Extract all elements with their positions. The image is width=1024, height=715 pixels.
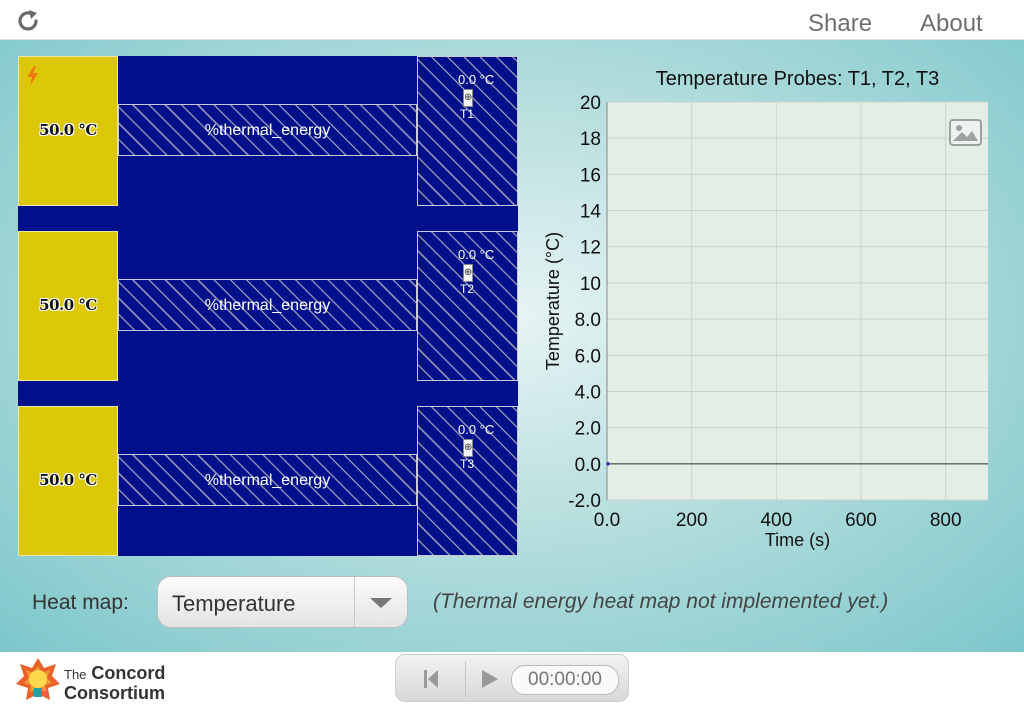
probe-t3-reading: 0.0 °C: [458, 422, 495, 437]
y-tick-label: 4.0: [575, 382, 601, 403]
y-tick-label: -2.0: [568, 491, 601, 512]
heater-2: 50.0 °C: [18, 231, 118, 381]
x-tick-label: 600: [845, 510, 877, 531]
rod-1-label: %thermal_energy: [204, 122, 331, 139]
y-tick-label: 18: [580, 129, 601, 150]
heater-2-temperature: 50.0 °C: [39, 296, 97, 314]
heatmap-note: (Thermal energy heat map not implemented…: [433, 590, 888, 614]
heatmap-note-text: (Thermal energy heat map not implemented…: [433, 590, 889, 613]
rod-1: %thermal_energy: [118, 104, 417, 156]
y-tick-label: 20: [580, 93, 601, 114]
heater-3-temperature: 50.0 °C: [39, 471, 97, 489]
heater-3: 50.0 °C: [18, 406, 118, 556]
probe-t1-reading: 0.0 °C: [458, 72, 495, 87]
block-3: 0.0 °C ⊕ T3: [417, 406, 518, 556]
block-1: 0.0 °C ⊕ T1: [417, 56, 518, 206]
reset-button[interactable]: [416, 666, 446, 692]
y-tick-label: 12: [580, 238, 601, 259]
probe-crosshair-icon: ⊕: [464, 442, 473, 453]
heater-1: 50.0 °C: [18, 56, 118, 206]
x-tick-label: 800: [930, 510, 962, 531]
play-button[interactable]: [474, 666, 504, 692]
logo-consortium: Consortium: [64, 683, 165, 703]
heatmap-selected-value: Temperature: [172, 591, 296, 616]
y-tick-label: 16: [580, 165, 601, 186]
x-tick-label: 400: [760, 510, 792, 531]
x-axis-label: Time (s): [765, 530, 830, 550]
lightning-bolt-icon: [27, 66, 38, 86]
y-tick-label: 6.0: [575, 346, 601, 367]
y-tick-label: 2.0: [575, 419, 601, 440]
graph-title: Temperature Probes: T1, T2, T3: [655, 68, 940, 90]
concord-logo-icon: [16, 658, 60, 700]
playback-controls: 00:00:00: [395, 654, 629, 702]
x-tick-label: 200: [676, 510, 708, 531]
block-2: 0.0 °C ⊕ T2: [417, 231, 518, 381]
heater-1-temperature: 50.0 °C: [39, 121, 97, 139]
probe-t2[interactable]: ⊕: [463, 264, 473, 282]
rod-3: %thermal_energy: [118, 454, 417, 506]
heatmap-label: Heat map:: [32, 591, 129, 614]
top-bar: Share About: [0, 0, 1024, 40]
logo-concord: Concord: [91, 663, 166, 683]
probe-t1-label: T1: [460, 107, 475, 121]
probe-crosshair-icon: ⊕: [464, 92, 473, 103]
y-axis-label: Temperature (°C): [543, 232, 563, 370]
plot-area: [607, 102, 988, 500]
chevron-down-icon: [370, 598, 392, 608]
about-link[interactable]: About: [920, 10, 983, 37]
rod-2-label: %thermal_energy: [204, 297, 331, 314]
heatmap-select[interactable]: Temperature: [157, 576, 408, 628]
probe-t1[interactable]: ⊕: [463, 89, 473, 107]
x-tick-label: 0.0: [594, 510, 620, 531]
probe-t3-label: T3: [460, 457, 475, 471]
rod-3-label: %thermal_energy: [204, 472, 331, 489]
simulation-canvas[interactable]: 50.0 °C %thermal_energy 0.0 °C ⊕ T1 50.0…: [18, 56, 518, 556]
logo-the: The: [64, 667, 87, 682]
probe-crosshair-icon: ⊕: [464, 267, 473, 278]
series-T3-point: [606, 462, 610, 466]
y-tick-label: 0.0: [575, 455, 601, 476]
rod-2: %thermal_energy: [118, 279, 417, 331]
select-divider: [354, 577, 355, 627]
probe-t2-label: T2: [460, 282, 475, 296]
y-tick-label: 8.0: [575, 310, 601, 331]
time-display: 00:00:00: [511, 665, 619, 695]
probe-t2-reading: 0.0 °C: [458, 247, 495, 262]
y-tick-label: 14: [580, 202, 602, 223]
concord-logo-text: The Concord Consortium: [64, 664, 165, 702]
y-tick-label: 10: [580, 274, 601, 295]
snapshot-image-icon[interactable]: [949, 119, 982, 146]
share-link[interactable]: Share: [808, 10, 873, 37]
reload-icon[interactable]: [16, 9, 40, 33]
probe-t3[interactable]: ⊕: [463, 439, 473, 457]
player-divider: [465, 661, 466, 697]
